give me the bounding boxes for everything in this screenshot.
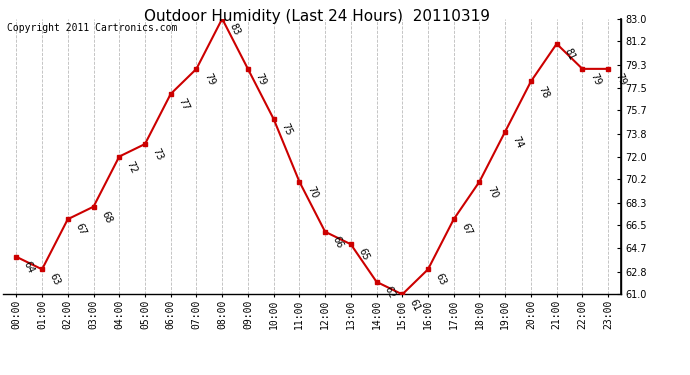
Text: 67: 67 bbox=[73, 222, 88, 237]
Text: 77: 77 bbox=[176, 97, 190, 112]
Text: 79: 79 bbox=[202, 72, 216, 87]
Text: 65: 65 bbox=[356, 247, 371, 262]
Text: 73: 73 bbox=[150, 147, 165, 162]
Text: 79: 79 bbox=[253, 72, 268, 87]
Text: 63: 63 bbox=[433, 272, 448, 287]
Text: 68: 68 bbox=[99, 210, 113, 225]
Text: 72: 72 bbox=[125, 159, 139, 175]
Text: 64: 64 bbox=[22, 260, 36, 275]
Text: 66: 66 bbox=[331, 234, 345, 250]
Text: 70: 70 bbox=[485, 184, 500, 200]
Text: 67: 67 bbox=[460, 222, 473, 237]
Text: 74: 74 bbox=[511, 134, 525, 150]
Text: 61: 61 bbox=[408, 297, 422, 312]
Text: 81: 81 bbox=[562, 46, 576, 62]
Text: 79: 79 bbox=[588, 72, 602, 87]
Text: 75: 75 bbox=[279, 122, 293, 137]
Text: 83: 83 bbox=[228, 21, 242, 37]
Text: Copyright 2011 Cartronics.com: Copyright 2011 Cartronics.com bbox=[6, 23, 177, 33]
Text: 70: 70 bbox=[305, 184, 319, 200]
Text: 63: 63 bbox=[48, 272, 62, 287]
Text: 62: 62 bbox=[382, 285, 396, 300]
Text: 78: 78 bbox=[537, 84, 551, 100]
Text: 79: 79 bbox=[613, 72, 628, 87]
Text: Outdoor Humidity (Last 24 Hours)  20110319: Outdoor Humidity (Last 24 Hours) 2011031… bbox=[144, 9, 491, 24]
